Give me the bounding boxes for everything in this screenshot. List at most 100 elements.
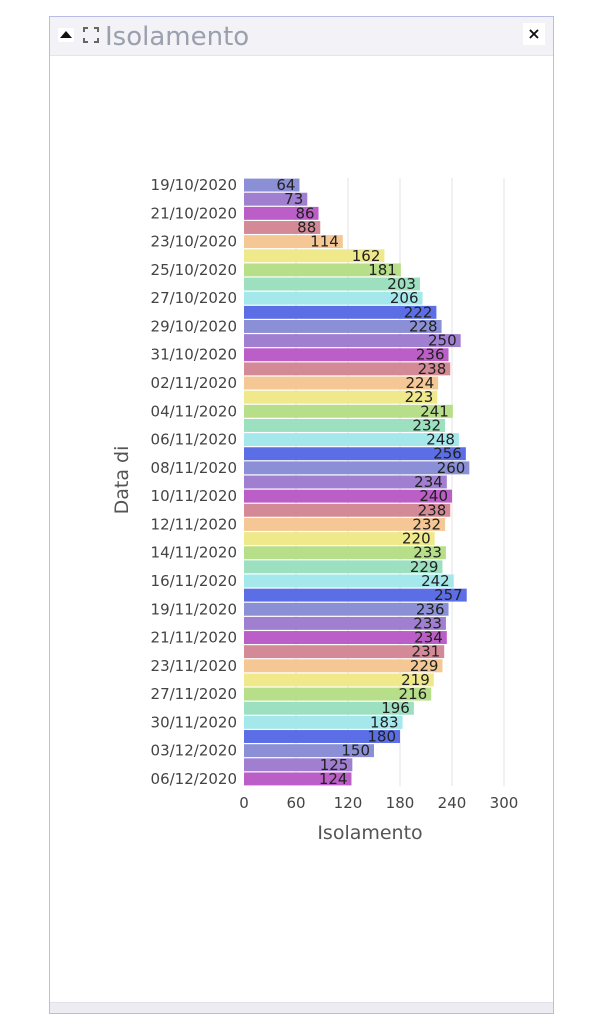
data-label: 231 (412, 643, 441, 661)
triangle-up-icon[interactable] (58, 28, 74, 42)
data-label: 241 (420, 402, 449, 420)
bar (244, 489, 452, 503)
data-label: 125 (320, 756, 349, 774)
y-tick-label: 27/10/2020 (151, 289, 237, 307)
bar (244, 715, 403, 729)
bar (244, 730, 400, 743)
data-label: 232 (412, 515, 441, 533)
data-label: 196 (381, 699, 410, 717)
bar (244, 192, 308, 206)
bar (244, 616, 446, 630)
bar (244, 447, 466, 461)
x-tick-label: 120 (334, 794, 363, 812)
data-label: 86 (295, 204, 314, 222)
data-label: 229 (410, 558, 439, 576)
x-tick-label: 180 (386, 794, 415, 812)
bar (244, 178, 300, 192)
bar (244, 319, 442, 333)
y-tick-label: 25/10/2020 (151, 261, 237, 279)
data-label: 223 (405, 388, 434, 406)
y-tick-label: 29/10/2020 (151, 317, 237, 335)
y-tick-label: 06/11/2020 (151, 431, 237, 449)
data-label: 114 (310, 233, 339, 251)
bar (244, 433, 459, 447)
data-label: 260 (437, 459, 466, 477)
data-label: 234 (414, 629, 443, 647)
bar (244, 503, 451, 517)
y-tick-label: 19/10/2020 (151, 176, 237, 194)
x-tick-label: 60 (286, 794, 305, 812)
y-tick-label: 02/11/2020 (151, 374, 237, 392)
bar (244, 517, 446, 531)
y-tick-label: 14/11/2020 (151, 544, 237, 562)
bar (244, 334, 461, 348)
bar (244, 291, 423, 305)
data-label: 236 (416, 600, 445, 618)
bar (244, 263, 401, 277)
data-label: 203 (387, 275, 416, 293)
data-label: 256 (433, 445, 462, 463)
data-label: 236 (416, 346, 445, 364)
bar (244, 701, 414, 715)
bar (244, 588, 467, 602)
x-tick-label: 240 (438, 794, 467, 812)
y-tick-label: 04/11/2020 (151, 402, 237, 420)
bar (244, 206, 319, 220)
y-tick-label: 03/12/2020 (151, 742, 237, 760)
y-tick-label: 12/11/2020 (151, 515, 237, 533)
bar (244, 645, 445, 659)
data-label: 232 (412, 416, 441, 434)
y-tick-label: 31/10/2020 (151, 346, 237, 364)
bar (244, 235, 343, 249)
data-label: 228 (409, 317, 438, 335)
data-label: 162 (352, 247, 381, 265)
data-label: 238 (418, 360, 447, 378)
bar (244, 390, 438, 404)
data-label: 219 (401, 671, 430, 689)
data-label: 248 (426, 431, 455, 449)
data-label: 257 (434, 586, 463, 604)
data-label: 250 (428, 332, 457, 350)
bar (244, 475, 447, 489)
data-label: 233 (413, 614, 442, 632)
y-tick-label: 30/11/2020 (151, 713, 237, 731)
panel-title-bar: Isolamento × (50, 17, 553, 56)
y-tick-label: 16/11/2020 (151, 572, 237, 590)
y-tick-label: 10/11/2020 (151, 487, 237, 505)
bar (244, 758, 353, 772)
panel-title: Isolamento (105, 22, 250, 52)
bar (244, 772, 352, 786)
data-label: 64 (276, 176, 295, 194)
chart-panel: Isolamento × (49, 16, 554, 1014)
bar (244, 532, 435, 546)
data-label: 220 (402, 530, 431, 548)
bar (244, 305, 437, 319)
bar (244, 560, 443, 574)
bar (244, 418, 446, 432)
x-axis-title: Isolamento (317, 822, 422, 844)
expand-icon[interactable] (83, 27, 99, 43)
y-tick-label: 21/11/2020 (151, 629, 237, 647)
panel-footer-bar (50, 1002, 553, 1013)
bar (244, 687, 432, 701)
bar (244, 659, 443, 673)
data-label: 183 (370, 713, 399, 731)
data-label: 206 (390, 289, 419, 307)
data-label: 238 (418, 501, 447, 519)
data-label: 180 (367, 728, 396, 746)
data-label: 233 (413, 544, 442, 562)
bar (244, 744, 374, 758)
data-label: 73 (284, 190, 303, 208)
x-tick-label: 300 (490, 794, 519, 812)
bar (244, 376, 439, 390)
y-tick-label: 19/11/2020 (151, 600, 237, 618)
close-icon[interactable]: × (523, 23, 545, 45)
data-label: 242 (421, 572, 450, 590)
data-label: 234 (414, 473, 443, 491)
bar (244, 362, 451, 376)
data-label: 222 (404, 303, 433, 321)
bar (244, 221, 321, 234)
data-label: 124 (319, 770, 348, 788)
data-label: 150 (341, 742, 370, 760)
